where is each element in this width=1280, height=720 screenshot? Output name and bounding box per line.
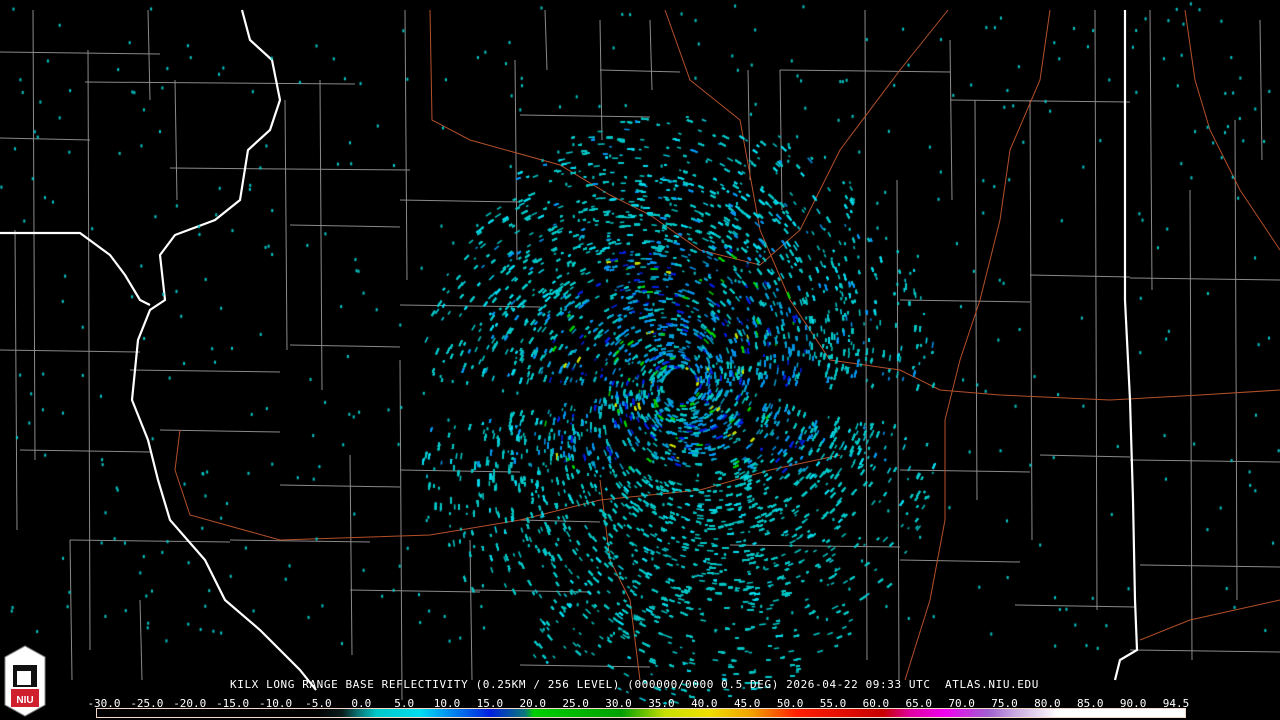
niu-logo: NIU <box>4 645 46 717</box>
legend-labels: -30.0 -25.0 -20.0 -15.0 -10.0 -5.0 0.0 5.0 10.0 1… <box>0 697 1280 710</box>
legend-label: -25.0 <box>130 697 164 710</box>
legend-label: -5.0 <box>305 697 332 710</box>
legend-label: 40.0 <box>691 697 718 710</box>
legend-label: 45.0 <box>733 697 761 710</box>
legend-label: 35.0 <box>648 697 675 710</box>
legend-label: -10.0 <box>258 697 293 710</box>
legend-label: 80.0 <box>1034 697 1061 710</box>
legend-label: 15.0 <box>476 697 504 710</box>
legend-label: 0.0 <box>351 697 372 710</box>
legend-label: 90.0 <box>1119 697 1147 710</box>
legend-label: 50.0 <box>776 697 804 710</box>
legend-label: 75.0 <box>991 697 1018 710</box>
legend-label: 30.0 <box>605 697 632 710</box>
legend-label: 65.0 <box>905 697 932 710</box>
legend-label: 55.0 <box>819 697 847 710</box>
color-scale-bar <box>96 708 1186 718</box>
legend-label: 5.0 <box>394 697 415 710</box>
legend-label: 10.0 <box>433 697 461 710</box>
legend-label: 25.0 <box>562 697 589 710</box>
product-title: KILX LONG RANGE BASE REFLECTIVITY (0.25K… <box>230 678 1039 691</box>
legend-label: 20.0 <box>519 697 547 710</box>
legend-label: -15.0 <box>216 697 250 710</box>
logo-text: NIU <box>16 695 33 706</box>
legend-label: -30.0 <box>87 697 121 710</box>
legend-label: 60.0 <box>862 697 890 710</box>
legend-label: -20.0 <box>173 697 207 710</box>
legend-label: 70.0 <box>948 697 975 710</box>
legend-label: 85.0 <box>1076 697 1104 710</box>
legend-label: 94.5 <box>1162 697 1190 710</box>
